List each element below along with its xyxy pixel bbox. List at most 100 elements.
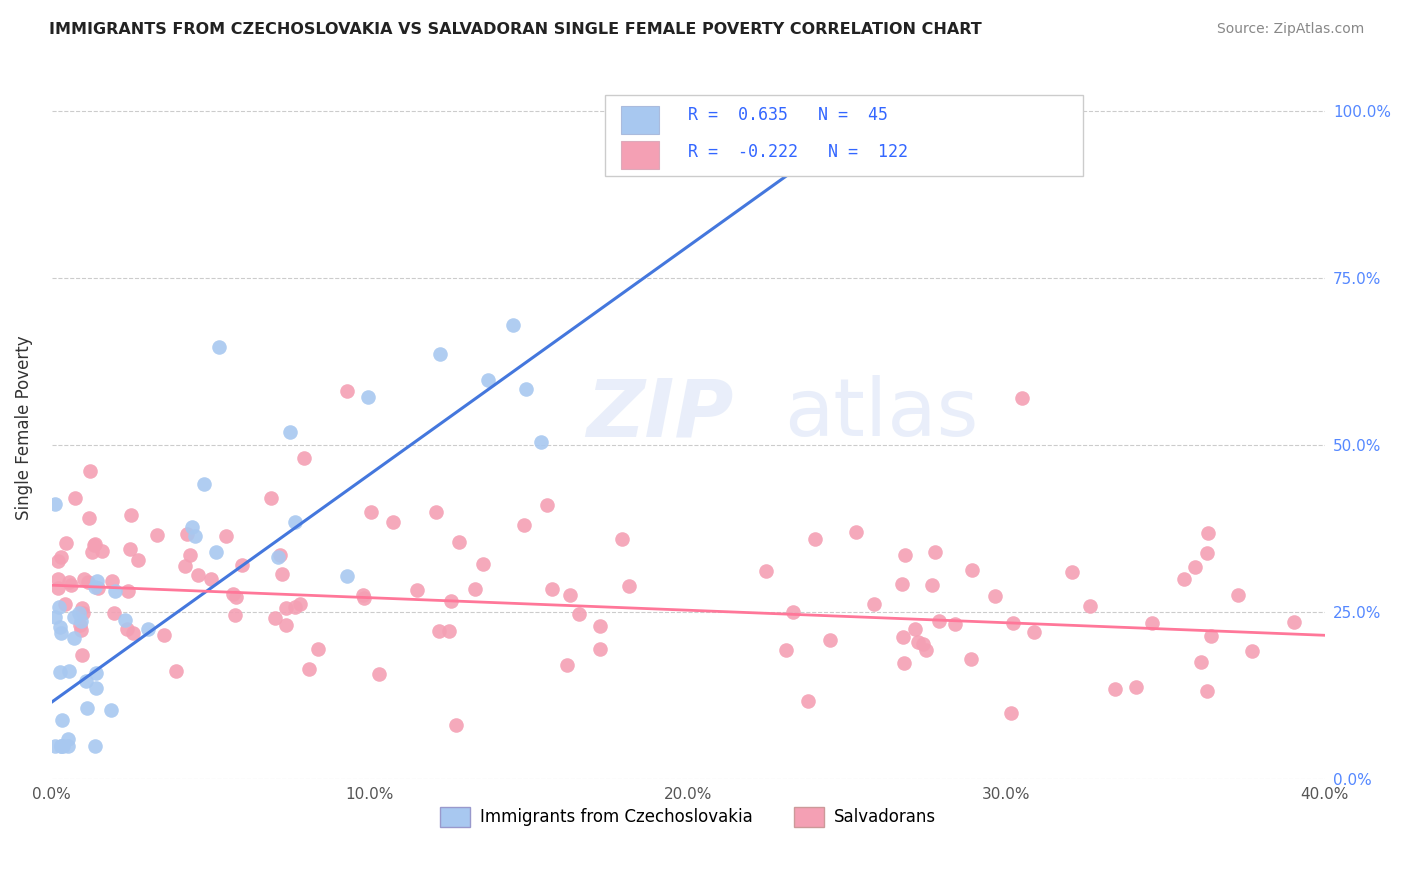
- Point: [960, 563, 983, 577]
- Point: [589, 642, 612, 657]
- Point: [893, 656, 915, 670]
- Point: [568, 607, 591, 621]
- Point: [893, 630, 915, 644]
- Point: [381, 515, 404, 529]
- Point: [49, 620, 72, 634]
- Text: ZIP: ZIP: [586, 376, 734, 453]
- Point: [1195, 546, 1218, 560]
- Point: [796, 694, 818, 708]
- Point: [46, 572, 69, 586]
- Point: [48, 600, 70, 615]
- Point: [86, 681, 108, 695]
- Point: [352, 589, 374, 603]
- Point: [179, 548, 201, 562]
- Point: [360, 505, 382, 519]
- Point: [70, 600, 93, 615]
- Point: [1140, 616, 1163, 631]
- Point: [619, 579, 641, 593]
- Point: [44, 497, 66, 511]
- Point: [1000, 706, 1022, 721]
- Point: [84, 581, 107, 595]
- Point: [79, 464, 101, 478]
- Point: [464, 582, 486, 596]
- Point: [502, 318, 524, 332]
- Point: [58, 664, 80, 678]
- Point: [292, 451, 315, 466]
- Text: R =  -0.222   N =  122: R = -0.222 N = 122: [688, 144, 908, 161]
- Point: [181, 520, 204, 534]
- Point: [58, 575, 80, 590]
- Point: [406, 582, 429, 597]
- Point: [921, 578, 943, 592]
- Point: [540, 582, 562, 597]
- Point: [284, 515, 307, 529]
- Point: [86, 574, 108, 588]
- Point: [58, 739, 80, 753]
- Point: [284, 600, 307, 615]
- Point: [912, 637, 935, 651]
- Point: [117, 583, 139, 598]
- Point: [46, 582, 69, 596]
- Point: [852, 113, 875, 128]
- Point: [205, 545, 228, 559]
- Text: R =  0.635   N =  45: R = 0.635 N = 45: [688, 105, 889, 124]
- Point: [1195, 684, 1218, 698]
- Point: [1197, 525, 1219, 540]
- Point: [84, 665, 107, 680]
- Point: [100, 703, 122, 717]
- Point: [558, 588, 581, 602]
- Point: [145, 528, 167, 542]
- Point: [63, 491, 86, 506]
- Point: [118, 541, 141, 556]
- Point: [894, 548, 917, 562]
- Point: [269, 548, 291, 562]
- Point: [557, 658, 579, 673]
- Point: [915, 643, 938, 657]
- Point: [114, 613, 136, 627]
- Point: [1002, 616, 1025, 631]
- Point: [62, 631, 84, 645]
- Point: [1062, 565, 1084, 579]
- Point: [44, 610, 66, 624]
- Point: [69, 617, 91, 632]
- Point: [83, 739, 105, 753]
- Point: [56, 732, 79, 747]
- Point: [1173, 572, 1195, 586]
- Point: [276, 618, 298, 632]
- Point: [60, 578, 83, 592]
- Point: [924, 545, 946, 559]
- Point: [51, 739, 73, 753]
- Point: [1104, 681, 1126, 696]
- Point: [83, 538, 105, 552]
- Point: [425, 505, 447, 519]
- Point: [69, 614, 91, 628]
- Bar: [620, 106, 659, 134]
- Point: [1282, 615, 1305, 630]
- Point: [122, 626, 145, 640]
- Point: [103, 607, 125, 621]
- Point: [298, 662, 321, 676]
- Point: [353, 591, 375, 606]
- Point: [115, 622, 138, 636]
- Point: [51, 626, 73, 640]
- Point: [104, 584, 127, 599]
- Point: [86, 581, 108, 595]
- Point: [222, 587, 245, 601]
- Point: [1125, 680, 1147, 694]
- Point: [101, 574, 124, 588]
- Point: [984, 590, 1007, 604]
- Point: [513, 518, 536, 533]
- Point: [49, 665, 72, 679]
- Point: [76, 701, 98, 715]
- Point: [72, 606, 94, 620]
- Point: [959, 651, 981, 665]
- Point: [136, 622, 159, 636]
- Point: [782, 606, 804, 620]
- Point: [357, 390, 380, 404]
- Point: [63, 609, 86, 624]
- Point: [187, 568, 209, 582]
- Point: [589, 619, 612, 633]
- Point: [184, 529, 207, 543]
- Point: [1078, 599, 1101, 613]
- Point: [260, 491, 283, 506]
